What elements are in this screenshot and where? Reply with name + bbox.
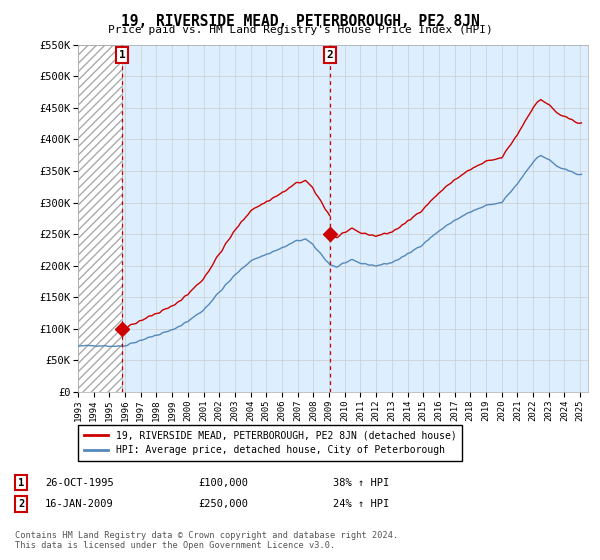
Text: 2: 2 [326, 50, 333, 60]
Text: £100,000: £100,000 [198, 478, 248, 488]
Text: 1: 1 [18, 478, 24, 488]
Text: 26-OCT-1995: 26-OCT-1995 [45, 478, 114, 488]
Text: 24% ↑ HPI: 24% ↑ HPI [333, 499, 389, 509]
Text: 38% ↑ HPI: 38% ↑ HPI [333, 478, 389, 488]
Text: 2: 2 [18, 499, 24, 509]
Legend: 19, RIVERSIDE MEAD, PETERBOROUGH, PE2 8JN (detached house), HPI: Average price, : 19, RIVERSIDE MEAD, PETERBOROUGH, PE2 8J… [78, 424, 462, 461]
Text: 1: 1 [119, 50, 125, 60]
Text: Price paid vs. HM Land Registry's House Price Index (HPI): Price paid vs. HM Land Registry's House … [107, 25, 493, 35]
Text: Contains HM Land Registry data © Crown copyright and database right 2024.
This d: Contains HM Land Registry data © Crown c… [15, 531, 398, 550]
Text: 16-JAN-2009: 16-JAN-2009 [45, 499, 114, 509]
Text: 19, RIVERSIDE MEAD, PETERBOROUGH, PE2 8JN: 19, RIVERSIDE MEAD, PETERBOROUGH, PE2 8J… [121, 14, 479, 29]
Text: £250,000: £250,000 [198, 499, 248, 509]
